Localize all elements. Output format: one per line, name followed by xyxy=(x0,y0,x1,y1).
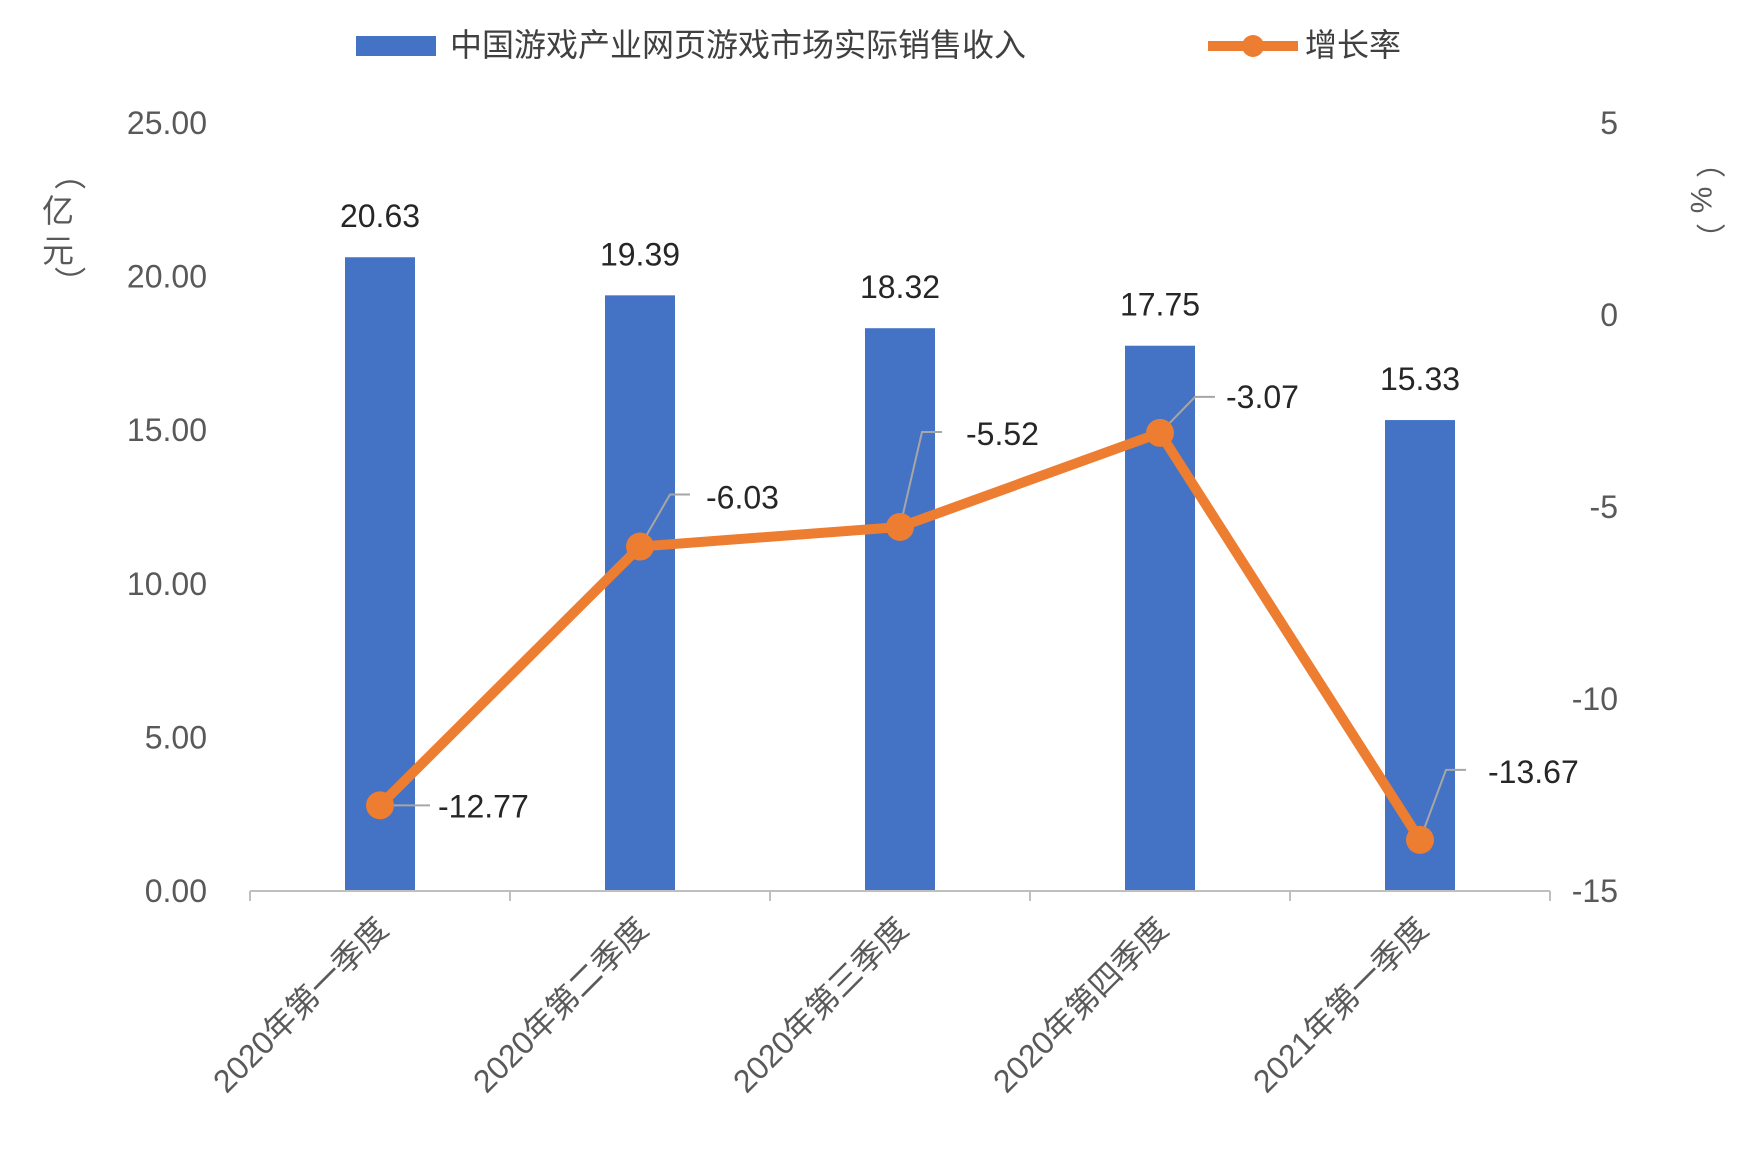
growth-value-label: -6.03 xyxy=(706,480,779,516)
bar xyxy=(605,295,675,891)
bar xyxy=(1385,420,1455,891)
x-axis xyxy=(249,890,1551,901)
y-left-axis-title: （ 亿 元 ） xyxy=(42,158,87,298)
growth-marker xyxy=(1406,825,1434,854)
y-left-label-char: （ xyxy=(51,158,87,190)
x-tick-labels: 2020年第一季度 2020年第二季度 2020年第三季度 2020年第四季度 2021… xyxy=(206,910,1435,1099)
legend-swatch-bar xyxy=(356,36,436,56)
y-right-tick-label: 5 xyxy=(1600,105,1618,141)
y-right-tick-label: -15 xyxy=(1572,873,1618,909)
y-left-tick-label: 20.00 xyxy=(127,259,207,295)
y-left-label-char: ） xyxy=(51,266,87,298)
bar-value-label: 19.39 xyxy=(600,236,680,272)
legend-swatch-marker xyxy=(1242,35,1264,57)
y-left-tick-label: 10.00 xyxy=(127,566,207,602)
y-right-tick-label: 0 xyxy=(1600,297,1618,333)
y-right-label-char: （ xyxy=(1692,148,1725,178)
line-series: -12.77 -6.03 -5.52 -3.07 -13.67 xyxy=(366,379,1579,854)
label-leader-line xyxy=(1419,768,1466,841)
y-left-label-char: 亿 xyxy=(42,193,74,229)
label-leader-line xyxy=(899,430,942,528)
x-tick-label: 2020年第三季度 xyxy=(726,910,915,1099)
x-tick-label: 2020年第二季度 xyxy=(466,910,655,1099)
y-left-tick-label: 5.00 xyxy=(145,719,207,755)
y-right-tick-labels: -15 -10 -5 0 5 xyxy=(1572,105,1618,909)
y-left-tick-labels: 0.00 5.00 10.00 15.00 20.00 25.00 xyxy=(127,105,207,909)
growth-value-label: -5.52 xyxy=(966,416,1039,452)
legend: 中国游戏产业网页游戏市场实际销售收入 增长率 xyxy=(356,27,1401,63)
y-right-tick-label: -5 xyxy=(1590,489,1618,525)
bar-value-label: 18.32 xyxy=(860,269,940,305)
growth-value-label: -3.07 xyxy=(1226,379,1299,415)
growth-value-label: -13.67 xyxy=(1488,754,1579,790)
growth-value-label: -12.77 xyxy=(438,788,529,824)
x-tick-label: 2020年第四季度 xyxy=(986,910,1175,1099)
bar xyxy=(865,328,935,891)
growth-marker xyxy=(626,532,654,561)
legend-label-revenue: 中国游戏产业网页游戏市场实际销售收入 xyxy=(450,27,1026,63)
label-leader-line xyxy=(639,493,690,548)
y-right-label-char: % xyxy=(1684,187,1717,214)
y-left-tick-label: 0.00 xyxy=(145,873,207,909)
growth-marker xyxy=(1146,418,1174,447)
y-left-tick-label: 15.00 xyxy=(127,412,207,448)
label-leader-line xyxy=(1159,395,1215,434)
growth-marker xyxy=(366,791,394,820)
bar-value-label: 17.75 xyxy=(1120,287,1200,323)
x-tick-label: 2020年第一季度 xyxy=(206,910,395,1099)
x-tick-label: 2021年第一季度 xyxy=(1246,910,1435,1099)
bar-value-label: 15.33 xyxy=(1380,361,1460,397)
bar-series: 20.63 19.39 18.32 17.75 15.33 xyxy=(340,198,1460,892)
y-right-label-char: ） xyxy=(1692,223,1725,253)
y-right-tick-label: -10 xyxy=(1572,681,1618,717)
y-right-axis-title: （ % ） xyxy=(1684,148,1725,253)
legend-label-growth: 增长率 xyxy=(1305,27,1401,63)
bar-value-label: 20.63 xyxy=(340,198,420,234)
y-left-tick-label: 25.00 xyxy=(127,105,207,141)
y-left-label-char: 元 xyxy=(42,233,74,269)
growth-marker xyxy=(886,512,914,541)
